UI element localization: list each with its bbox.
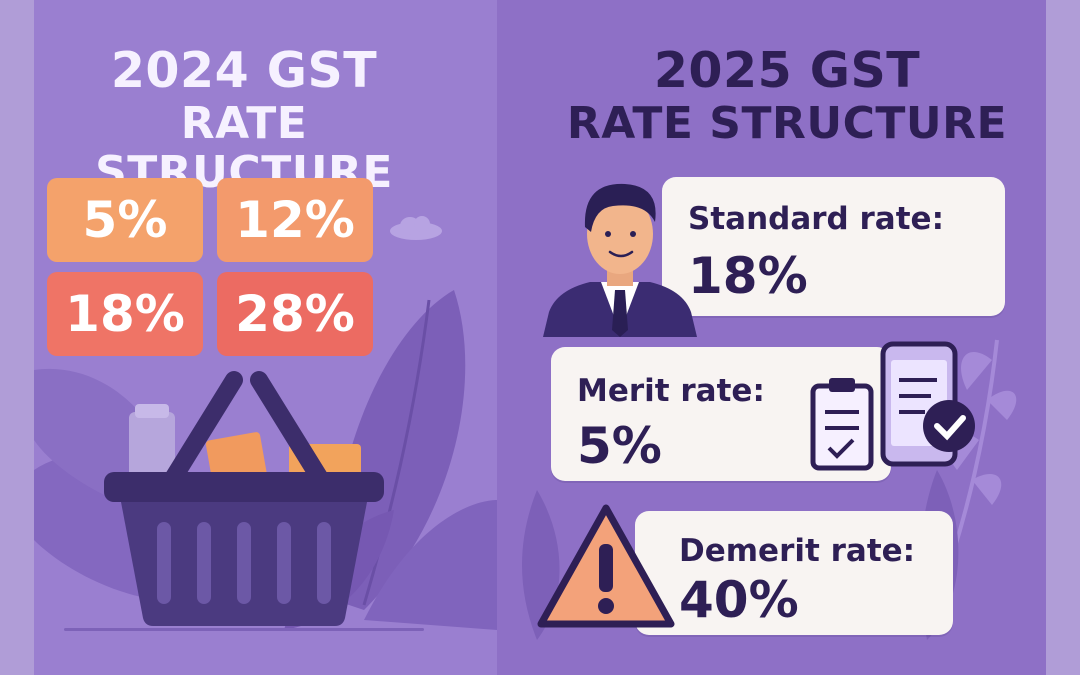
demerit-rate-card: Demerit rate: 40% <box>635 511 953 635</box>
warning-icon <box>537 504 675 628</box>
standard-rate-label: Standard rate: <box>688 201 944 237</box>
ground-line <box>64 628 424 631</box>
left-edge-strip <box>0 0 34 675</box>
right-edge-strip <box>1046 0 1080 675</box>
title-2025-line2: RATE STRUCTURE <box>566 97 1008 149</box>
standard-rate-value: 18% <box>688 247 808 305</box>
demerit-rate-label: Demerit rate: <box>679 533 916 569</box>
rate-tile-28: 28% <box>217 272 373 356</box>
title-2025-line1: 2025 GST <box>653 42 921 99</box>
checklist-phone-icon <box>810 341 975 471</box>
shopping-basket-icon <box>104 371 384 626</box>
rate-tile-18: 18% <box>47 272 203 356</box>
rate-tile-12: 12% <box>217 178 373 262</box>
panel-2024: 2024 GST RATE STRUCTURE 5% 12% 18% 28% <box>34 0 497 675</box>
standard-rate-card: Standard rate: 18% <box>662 177 1005 316</box>
businessman-icon <box>543 183 697 337</box>
cloud-icon <box>390 216 442 240</box>
title-2025: 2025 GST RATE STRUCTURE <box>527 42 1046 149</box>
title-2024: 2024 GST RATE STRUCTURE <box>34 42 454 197</box>
demerit-rate-value: 40% <box>679 571 799 629</box>
panel-2025: 2025 GST RATE STRUCTURE Standard rate: 1… <box>497 0 1046 675</box>
merit-rate-value: 5% <box>577 417 662 475</box>
merit-rate-label: Merit rate: <box>577 373 765 409</box>
title-2024-line1: 2024 GST <box>110 42 378 99</box>
rate-tile-5: 5% <box>47 178 203 262</box>
